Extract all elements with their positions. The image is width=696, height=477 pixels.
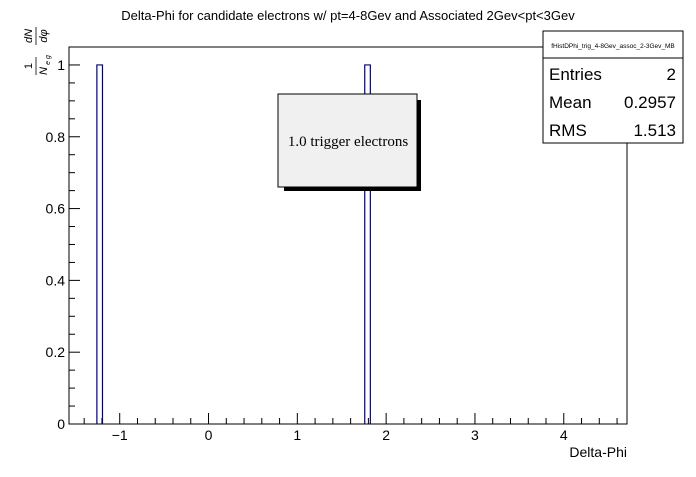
x-tick-label: 0	[205, 427, 213, 443]
stats-mean-value: 0.2957	[624, 93, 676, 112]
plot-frame	[68, 46, 628, 425]
y-label-frac1-num: 1	[23, 63, 35, 69]
y-label-frac2-num: dN	[23, 29, 35, 43]
stats-rms-value: 1.513	[633, 121, 676, 140]
stats-histogram-name: fHistDPhi_trig_4-8Gev_assoc_2-3Gev_MB	[551, 43, 675, 50]
x-tick-label: −1	[112, 427, 128, 443]
histogram-bin	[364, 64, 371, 424]
y-axis-label: 1 N e g dN dφ	[23, 27, 52, 75]
histogram-bin	[96, 64, 104, 424]
x-tick-label: 2	[382, 427, 390, 443]
x-axis-label: Delta-Phi	[569, 444, 627, 460]
x-tick-label: 4	[560, 427, 568, 443]
chart-title: Delta-Phi for candidate electrons w/ pt=…	[121, 8, 575, 23]
stats-box: fHistDPhi_trig_4-8Gev_assoc_2-3Gev_MB En…	[542, 30, 684, 144]
y-tick-label: 0.2	[46, 344, 66, 360]
y-axis: 0 0.2 0.4 0.6 0.8 1	[46, 46, 80, 432]
y-tick-label: 0.6	[46, 201, 66, 217]
stats-entries-label: Entries	[549, 65, 602, 84]
y-label-frac2-den: dφ	[38, 29, 50, 42]
stats-entries-value: 2	[667, 65, 676, 84]
y-label-frac1-den-sub: e g	[45, 55, 52, 65]
y-tick-label: 0	[57, 416, 65, 432]
annotation-box: 1.0 trigger electrons	[277, 93, 421, 191]
x-tick-label: 1	[293, 427, 301, 443]
stats-mean-label: Mean	[549, 93, 592, 112]
x-tick-label: 3	[471, 427, 479, 443]
y-tick-label: 1	[57, 57, 65, 73]
y-label-frac1-den: N	[38, 67, 50, 75]
y-tick-label: 0.8	[46, 129, 66, 145]
annotation-text: 1.0 trigger electrons	[288, 134, 409, 150]
y-tick-label: 0.4	[46, 272, 66, 288]
histogram-bars	[96, 64, 371, 424]
x-axis: −1 0 1 2 3 4	[83, 413, 618, 443]
stats-rms-label: RMS	[549, 121, 587, 140]
